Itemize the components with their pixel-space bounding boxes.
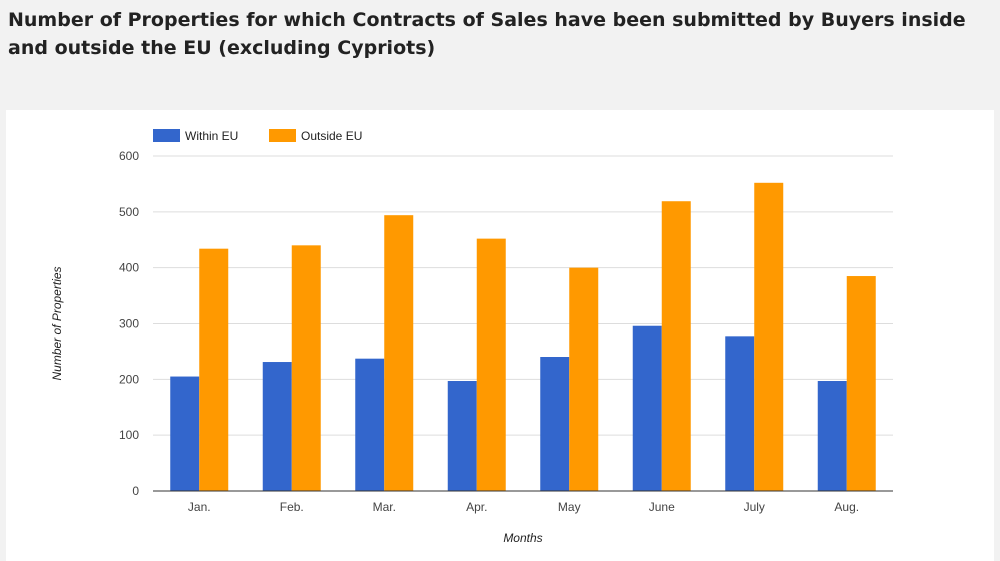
bar-within-eu — [170, 376, 200, 491]
bar-outside-eu — [846, 276, 876, 491]
chart-card: 0 100 200 300 400 500 600 Jan. Feb. Mar. Apr. May J… — [6, 110, 994, 561]
y-tick-label: 300 — [119, 317, 139, 331]
bar-within-eu — [447, 381, 477, 491]
bar-within-eu — [355, 358, 385, 491]
y-tick-label: 100 — [119, 428, 139, 442]
bar-within-eu — [817, 381, 847, 491]
legend-swatch — [269, 129, 296, 142]
bars — [170, 182, 876, 492]
legend-label: Within EU — [185, 129, 238, 143]
bar-outside-eu — [754, 182, 784, 492]
bar-outside-eu — [199, 248, 229, 491]
y-axis-ticks: 0 100 200 300 400 500 600 — [119, 149, 139, 498]
x-tick-label: July — [744, 500, 765, 514]
bar-within-eu — [632, 325, 662, 491]
bar-outside-eu — [569, 267, 599, 491]
y-axis-title: Number of Properties — [50, 266, 64, 380]
x-tick-label: Apr. — [466, 500, 487, 514]
x-axis-title: Months — [503, 531, 542, 545]
legend: Within EU Outside EU — [153, 129, 362, 143]
y-tick-label: 600 — [119, 149, 139, 163]
y-tick-label: 500 — [119, 205, 139, 219]
x-tick-label: June — [649, 500, 675, 514]
x-tick-label: Aug. — [834, 500, 859, 514]
bar-within-eu — [262, 362, 292, 491]
x-axis-ticks: Jan. Feb. Mar. Apr. May June July Aug. — [188, 500, 859, 514]
x-tick-label: Jan. — [188, 500, 211, 514]
bar-outside-eu — [291, 245, 321, 491]
legend-label: Outside EU — [301, 129, 362, 143]
y-tick-label: 200 — [119, 372, 139, 386]
bar-within-eu — [540, 357, 570, 491]
page-title: Number of Properties for which Contracts… — [8, 9, 966, 59]
x-tick-label: Feb. — [280, 500, 304, 514]
bar-outside-eu — [661, 201, 691, 491]
x-tick-label: Mar. — [373, 500, 396, 514]
x-tick-label: May — [558, 500, 581, 514]
bar-outside-eu — [476, 238, 506, 491]
bar-outside-eu — [384, 215, 414, 491]
y-tick-label: 0 — [132, 484, 139, 498]
legend-swatch — [153, 129, 180, 142]
bar-within-eu — [725, 336, 755, 491]
y-tick-label: 400 — [119, 261, 139, 275]
